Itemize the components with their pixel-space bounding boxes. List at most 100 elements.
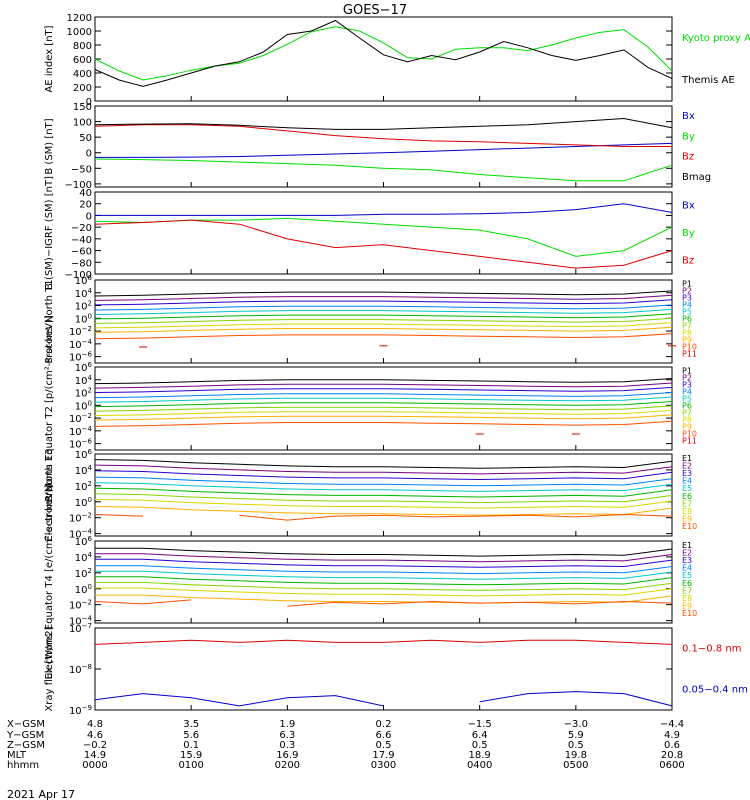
y-tick-label: 100 xyxy=(73,118,92,129)
x-row-label: MLT xyxy=(7,750,27,761)
series-e8 xyxy=(95,587,673,597)
y-tick-label: −100 xyxy=(65,270,92,281)
series-p6 xyxy=(94,401,673,408)
series-e6 xyxy=(95,576,673,586)
y-axis-label: Protons North T1 xyxy=(44,279,55,363)
x-row-value: −3.0 xyxy=(564,719,588,730)
legend-p4: P4 xyxy=(682,301,692,310)
series-p8 xyxy=(94,322,673,329)
series-e6 xyxy=(94,487,673,498)
x-row-value: −0.2 xyxy=(83,740,107,751)
legend-bz: Bz xyxy=(682,152,694,163)
series-bz xyxy=(94,219,673,269)
series-p9 xyxy=(94,326,673,333)
series-bx xyxy=(95,142,673,158)
panel-bsm: −100 −50 0 50 100 150 B (SM) [nT] Bx By Bz Bmag xyxy=(44,102,711,191)
legend-bmag: Bmag xyxy=(682,172,711,183)
x-row-value: 0.3 xyxy=(279,740,295,751)
x-row-value: 0.2 xyxy=(376,719,392,730)
y-tick-label: 104 xyxy=(75,464,93,477)
x-row-label: Z−GSM xyxy=(7,740,45,751)
legend-p1: P1 xyxy=(682,367,692,376)
y-tick-label: 0 xyxy=(86,211,92,222)
series-p7 xyxy=(94,317,673,324)
legend-e10: E10 xyxy=(682,609,697,618)
series-p9 xyxy=(94,414,673,421)
series-e10 xyxy=(239,513,673,521)
legend-p1: P1 xyxy=(682,280,692,289)
y-tick-label: 200 xyxy=(73,83,92,94)
panel-xray: 10−7 10−8 10−9 Xray flux [W/m2] 0.1−0.8 nm 0.… xyxy=(44,622,748,717)
series-0-1-0-8-nm xyxy=(94,639,673,645)
y-tick-label: 10−4 xyxy=(69,338,93,351)
legend-e4: E4 xyxy=(682,477,692,486)
y-tick-label: 100 xyxy=(75,399,92,412)
x-row-value: 0000 xyxy=(82,760,107,771)
legend-0-1-0-8-nm: 0.1−0.8 nm xyxy=(682,644,741,655)
series-by xyxy=(94,158,673,182)
series-0-05-0-4-nm xyxy=(479,691,673,707)
legend-p11: P11 xyxy=(682,437,697,446)
series-p4 xyxy=(94,392,673,399)
legend-e6: E6 xyxy=(682,579,692,588)
series-e1 xyxy=(94,459,673,469)
legend-p11: P11 xyxy=(682,350,697,359)
y-tick-label: 600 xyxy=(73,55,92,66)
x-row-value: 14.9 xyxy=(84,750,106,761)
y-tick-label: 10−2 xyxy=(69,412,92,425)
x-row-value: 0.1 xyxy=(183,740,199,751)
legend-e3: E3 xyxy=(682,556,692,565)
x-row-value: 0.6 xyxy=(664,740,680,751)
series-p1 xyxy=(94,378,673,385)
y-tick-label: −40 xyxy=(71,235,92,246)
x-row-value: −1.5 xyxy=(468,719,492,730)
series-by xyxy=(94,217,673,257)
x-row-value: 0500 xyxy=(563,760,588,771)
series-e7 xyxy=(95,581,673,591)
y-tick-label: 102 xyxy=(75,300,92,313)
panel-frame xyxy=(94,16,673,102)
x-row-value: 4.6 xyxy=(87,730,103,741)
y-tick-label: 102 xyxy=(75,387,92,400)
series-e1 xyxy=(95,547,673,557)
y-tick-label: 104 xyxy=(75,374,93,387)
x-row-value: 20.8 xyxy=(661,750,683,761)
series-e3 xyxy=(95,558,673,568)
y-tick-label: 106 xyxy=(75,361,93,374)
x-row-value: −4.4 xyxy=(660,719,684,730)
y-tick-label: 400 xyxy=(73,69,92,80)
series-e9 xyxy=(95,594,673,604)
panel-ae: 0 200 400 600 800 1000 1200 AE index [nT] Kyoto … xyxy=(44,13,750,108)
legend-p6: P6 xyxy=(682,402,692,411)
legend-e1: E1 xyxy=(682,541,692,550)
y-tick-label: 1200 xyxy=(67,13,92,24)
legend-e3: E3 xyxy=(682,469,692,478)
series-p10 xyxy=(94,420,673,427)
y-tick-label: −60 xyxy=(71,247,92,258)
legend-bx: Bx xyxy=(682,201,695,212)
date-label: 2021 Apr 17 xyxy=(7,788,75,800)
y-tick-label: 10−2 xyxy=(69,325,92,338)
x-row-value: 0300 xyxy=(371,760,396,771)
series-e10 xyxy=(94,599,192,605)
series-e4 xyxy=(94,476,673,487)
legend-e5: E5 xyxy=(682,484,692,493)
y-tick-label: 0 xyxy=(86,149,92,160)
legend-e8: E8 xyxy=(682,507,692,516)
legend-p3: P3 xyxy=(682,381,692,390)
series-themis-ae xyxy=(94,19,673,87)
legend-themis-ae: Themis AE xyxy=(681,75,735,86)
legend-e9: E9 xyxy=(682,515,692,524)
legend-p5: P5 xyxy=(682,395,692,404)
y-tick-label: 40 xyxy=(79,188,92,199)
legend-e2: E2 xyxy=(682,461,692,470)
legend-e7: E7 xyxy=(682,586,692,595)
series-p2 xyxy=(94,294,673,301)
x-row-value: 4.8 xyxy=(87,719,103,730)
legend-p9: P9 xyxy=(682,336,692,345)
legend-p8: P8 xyxy=(682,416,692,425)
